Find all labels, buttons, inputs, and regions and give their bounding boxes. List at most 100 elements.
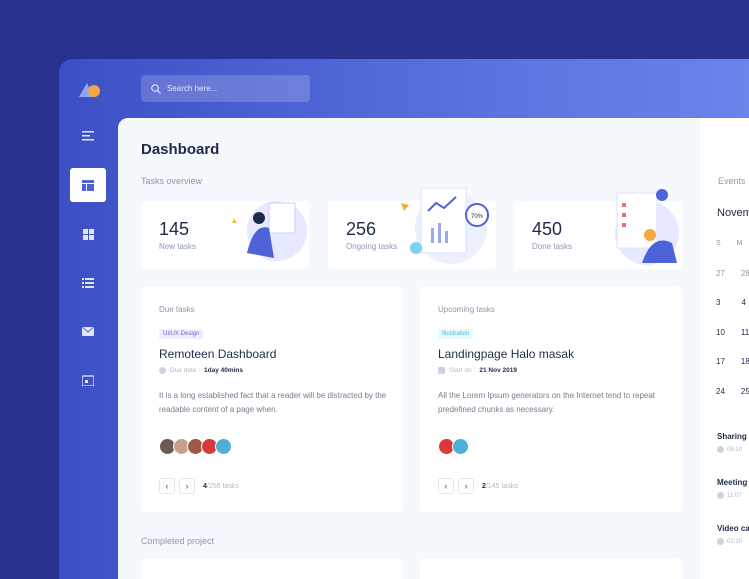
due-tasks-card: Due tasks UI/UX Design Remoteen Dashboar…: [141, 287, 403, 512]
calendar-row: 24 25: [716, 387, 749, 396]
pagination: ‹ › 2/145 tasks: [438, 478, 518, 494]
events-label: Events: [718, 176, 746, 186]
event-time-value: 02:15: [727, 538, 743, 545]
start-date: Start on :21 Nov 2019: [438, 367, 517, 374]
next-button[interactable]: ›: [458, 478, 474, 494]
upcoming-tasks-card: Upcoming tasks Illustration Landingpage …: [420, 287, 682, 512]
checklist-illustration-icon: [615, 189, 679, 265]
task-title[interactable]: Landingpage Halo masak: [438, 347, 575, 361]
calendar-day[interactable]: 11: [740, 328, 749, 337]
stat-value: 450: [532, 219, 563, 239]
calendar-row: 27 28: [716, 269, 749, 278]
stat-card-new: 145 New tasks: [141, 201, 309, 269]
assignees: [438, 438, 469, 455]
meta-label: Start on :: [449, 367, 476, 374]
dashboard-icon: [82, 179, 94, 191]
completed-card: [141, 559, 403, 579]
sidebar-item-dashboard[interactable]: [70, 168, 106, 202]
event-title[interactable]: Meeting: [717, 478, 748, 487]
list-icon: [82, 278, 94, 288]
calendar-day[interactable]: 4: [741, 298, 746, 307]
calendar-month: November: [717, 207, 749, 219]
event-time: 02:15: [717, 538, 742, 545]
page-title: Dashboard: [141, 141, 220, 158]
meta-value: 21 Nov 2019: [479, 367, 517, 374]
event-time-value: 11:07: [727, 492, 742, 499]
clock-icon: [717, 446, 724, 453]
task-description: All the Lorem Ipsum generators on the In…: [438, 391, 656, 414]
search-input[interactable]: Search here...: [141, 75, 310, 102]
stat-value: 256: [346, 219, 377, 239]
sidebar-item-list[interactable]: [70, 266, 106, 300]
stat-value: 145: [159, 219, 190, 239]
clock-icon: [717, 492, 724, 499]
sidebar-item-grid[interactable]: [70, 217, 106, 251]
event-time-value: 09:10: [727, 446, 743, 453]
sidebar-item-mail[interactable]: [70, 314, 106, 348]
main-content: Dashboard Tasks overview 145 New tasks 2…: [118, 118, 718, 579]
search-icon: [151, 83, 161, 94]
illustration-icon: [232, 201, 307, 261]
calendar-row: 17 18: [716, 357, 749, 366]
mail-icon: [82, 326, 94, 336]
stat-card-ongoing: 256 Ongoing tasks 70%: [328, 187, 496, 269]
task-title[interactable]: Remoteen Dashboard: [159, 347, 277, 361]
card-header: Due tasks: [159, 305, 195, 314]
event-time: 11:07: [717, 492, 742, 499]
sidebar-item-calendar[interactable]: [70, 363, 106, 397]
chart-illustration-icon: 70%: [401, 187, 489, 264]
sidebar-item-menu[interactable]: [70, 119, 106, 153]
logo-icon: [79, 83, 100, 97]
event-time: 09:10: [717, 446, 742, 453]
avatar[interactable]: [215, 438, 232, 455]
page-current: 2: [482, 482, 486, 490]
stat-card-done: 450 Done tasks: [514, 189, 682, 269]
next-button[interactable]: ›: [179, 478, 195, 494]
calendar-day[interactable]: 18: [740, 357, 749, 366]
search-placeholder: Search here...: [167, 84, 218, 93]
section-label: Completed project: [141, 536, 215, 546]
category-tag: UI/UX Design: [159, 329, 204, 339]
weekday: M: [736, 240, 743, 247]
calendar-day[interactable]: 17: [716, 357, 725, 366]
clock-icon: [159, 367, 166, 374]
prev-button[interactable]: ‹: [159, 478, 175, 494]
assignees: [159, 438, 232, 455]
event-title[interactable]: Video call: [717, 524, 749, 533]
page-total: /256 tasks: [206, 482, 239, 490]
category-tag: Illustration: [438, 329, 474, 339]
calendar-day[interactable]: 25: [740, 387, 749, 396]
event-title[interactable]: Sharing: [717, 432, 747, 441]
meta-value: 1day 40mins: [204, 367, 244, 374]
task-description: It is a long established fact that a rea…: [159, 391, 387, 414]
calendar-icon: [438, 367, 445, 374]
calendar-day[interactable]: 10: [716, 328, 725, 337]
app-window: Search here... Dashboard Tasks overview …: [59, 59, 749, 579]
calendar-icon: [82, 374, 94, 386]
meta-label: Due date :: [170, 367, 200, 374]
progress-badge: 70%: [471, 214, 484, 220]
stat-label: Done tasks: [532, 242, 573, 251]
prev-button[interactable]: ‹: [438, 478, 454, 494]
weekday: S: [716, 240, 721, 247]
menu-icon: [82, 131, 94, 141]
clock-icon: [717, 538, 724, 545]
avatar[interactable]: [452, 438, 469, 455]
pagination: ‹ › 4/256 tasks: [159, 478, 239, 494]
completed-card: [420, 559, 682, 579]
section-label: Tasks overview: [141, 176, 203, 186]
page-total: /145 tasks: [485, 482, 518, 490]
stat-label: Ongoing tasks: [346, 242, 398, 251]
card-header: Upcoming tasks: [438, 305, 495, 314]
grid-icon: [82, 228, 94, 240]
calendar-row: 10 11: [716, 328, 749, 337]
page-current: 4: [203, 482, 207, 490]
calendar-day[interactable]: 28: [740, 269, 749, 278]
due-date: Due date : 1day 40mins: [159, 367, 243, 374]
calendar-day[interactable]: 24: [716, 387, 725, 396]
calendar-day[interactable]: 27: [716, 269, 725, 278]
calendar-day[interactable]: 3: [716, 298, 721, 307]
